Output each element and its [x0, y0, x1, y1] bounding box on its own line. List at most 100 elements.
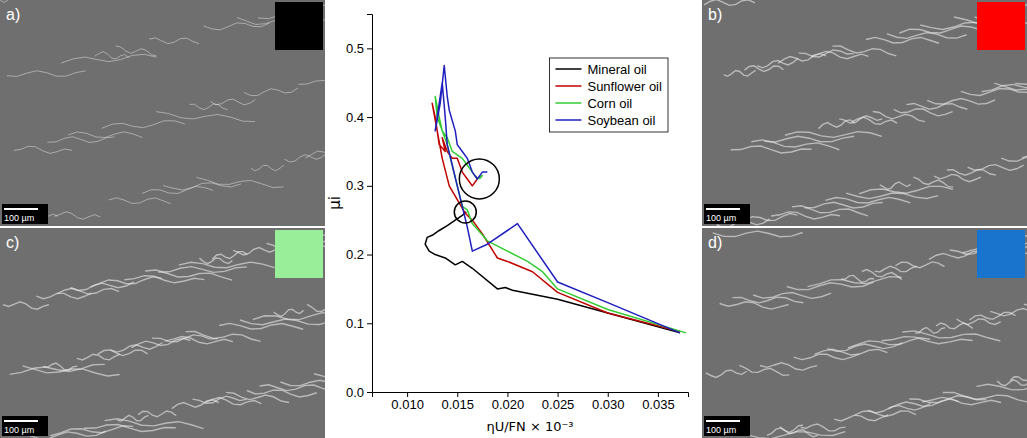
- y-tick-mark: [367, 392, 372, 393]
- sem-texture: [233, 248, 275, 255]
- color-swatch: [275, 2, 323, 50]
- panel-label: d): [708, 234, 722, 251]
- sem-texture: [724, 70, 756, 76]
- sem-texture: [970, 313, 1016, 320]
- x-tick-label: 0.010: [391, 397, 424, 412]
- sem-texture: [190, 104, 228, 110]
- sem-texture: [792, 206, 868, 216]
- legend-swatch: [555, 85, 581, 87]
- series-line: [425, 212, 680, 333]
- sem-texture: [731, 146, 812, 153]
- sem-texture: [922, 397, 1001, 404]
- y-tick-label: 0.1: [346, 316, 364, 331]
- scale-bar-label: 100 µm: [706, 213, 736, 223]
- sem-texture: [244, 88, 298, 95]
- sem-texture: [753, 293, 831, 299]
- sem-texture: [116, 46, 157, 56]
- y-tick: 0.1: [346, 316, 372, 331]
- sem-texture: [767, 425, 803, 435]
- y-tick-label: 0.3: [346, 178, 364, 193]
- sem-texture: [805, 202, 883, 208]
- sem-texture: [814, 349, 887, 355]
- sem-texture: [251, 165, 284, 171]
- legend-label: Sunflower oil: [587, 79, 662, 94]
- sem-texture: [305, 148, 325, 158]
- x-tick-label: 0.020: [492, 397, 525, 412]
- sem-texture: [785, 132, 882, 138]
- sem-texture: [156, 112, 255, 122]
- sem-texture: [3, 302, 49, 309]
- x-axis: 0.0100.0150.0200.0250.0300.035: [373, 392, 689, 412]
- sem-texture: [859, 186, 953, 193]
- y-tick: 0.5: [346, 41, 372, 56]
- sem-texture: [819, 120, 855, 129]
- sem-texture: [43, 363, 77, 370]
- sem-texture: [172, 400, 219, 409]
- y-tick-label: 0.0: [346, 385, 364, 400]
- sem-texture: [875, 266, 917, 272]
- sem-texture: [199, 258, 232, 264]
- sem-texture: [799, 50, 854, 57]
- sem-texture: [990, 309, 1027, 316]
- y-tick: 0.2: [346, 247, 372, 262]
- sem-texture: [746, 432, 845, 438]
- sem-texture: [10, 364, 105, 374]
- sem-texture: [142, 186, 213, 193]
- sem-texture: [862, 270, 902, 280]
- sem-texture: [713, 231, 803, 237]
- panel-label: c): [6, 234, 19, 251]
- annotation-circle: [459, 159, 499, 199]
- sem-texture: [91, 277, 162, 287]
- sem-texture: [720, 302, 789, 309]
- scale-bar-label: 100 µm: [4, 425, 34, 435]
- sem-texture: [706, 370, 747, 377]
- scale-bar-label: 100 µm: [4, 213, 34, 223]
- sem-texture: [50, 426, 133, 436]
- sem-texture: [968, 165, 1024, 171]
- chart: 0.0100.0150.0200.0250.0300.0350.00.10.20…: [326, 15, 689, 435]
- y-axis-title: μi: [326, 196, 344, 210]
- sem-texture: [152, 335, 218, 342]
- scale-bar: [4, 420, 38, 422]
- y-tick-mark: [367, 255, 372, 256]
- image-panel: a) 100 µm: [0, 0, 382, 226]
- sem-texture: [138, 411, 176, 417]
- sem-texture: [1022, 148, 1027, 158]
- sem-image: [0, 228, 325, 438]
- y-tick: 0.3: [346, 178, 372, 193]
- y-tick-mark: [367, 117, 372, 118]
- sem-texture: [149, 38, 199, 44]
- image-panel: c) 100 µm: [0, 228, 402, 438]
- x-tick-label: 0.025: [542, 397, 575, 412]
- x-tick: 0.020: [492, 392, 525, 412]
- sem-texture: [801, 424, 846, 431]
- sem-texture: [98, 350, 148, 356]
- sem-texture: [848, 338, 930, 348]
- x-tick: 0.030: [592, 392, 625, 412]
- sem-texture: [927, 98, 995, 104]
- sem-texture: [124, 276, 204, 283]
- sem-texture: [909, 396, 986, 403]
- sem-texture: [957, 319, 1001, 325]
- x-tick: 0.015: [441, 392, 474, 412]
- scale-bar-bg: [2, 204, 48, 224]
- sem-texture: [307, 304, 325, 314]
- panel-label: a): [6, 6, 20, 23]
- sem-texture: [887, 33, 967, 39]
- sem-image: [702, 0, 1027, 226]
- color-swatch: [977, 2, 1025, 50]
- scale-bar-bg: [704, 204, 750, 224]
- y-axis: 0.00.10.20.30.40.5: [346, 15, 373, 400]
- legend-label: Corn oil: [587, 96, 632, 111]
- scale-bar: [706, 420, 740, 422]
- sem-image: [702, 228, 1027, 438]
- legend-label: Soybean oil: [587, 113, 655, 128]
- legend-label: Mineral oil: [587, 62, 646, 77]
- sem-texture: [36, 293, 91, 299]
- sem-texture: [934, 174, 981, 181]
- sem-texture: [105, 419, 204, 429]
- y-tick-label: 0.5: [346, 41, 364, 56]
- image-panel: d)100 µm: [702, 228, 1027, 438]
- color-swatch: [977, 230, 1025, 278]
- scale-bar: [706, 208, 740, 210]
